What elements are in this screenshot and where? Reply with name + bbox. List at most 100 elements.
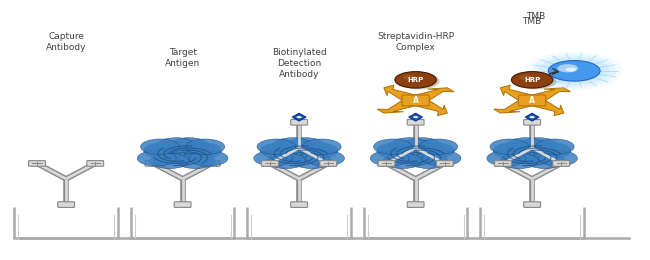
Text: Biotinylated
Detection
Antibody: Biotinylated Detection Antibody <box>272 48 326 79</box>
Circle shape <box>257 139 296 154</box>
Circle shape <box>539 57 610 85</box>
FancyBboxPatch shape <box>378 161 395 166</box>
FancyBboxPatch shape <box>495 161 512 166</box>
FancyBboxPatch shape <box>524 119 541 125</box>
FancyBboxPatch shape <box>320 161 337 166</box>
Circle shape <box>513 148 552 164</box>
Circle shape <box>396 148 435 164</box>
FancyBboxPatch shape <box>378 161 395 166</box>
Circle shape <box>186 139 225 154</box>
Text: TMB: TMB <box>523 17 541 26</box>
Polygon shape <box>408 97 447 116</box>
Text: HRP: HRP <box>408 77 424 83</box>
Circle shape <box>299 143 338 158</box>
FancyBboxPatch shape <box>29 161 46 166</box>
Circle shape <box>286 138 325 153</box>
Circle shape <box>302 139 341 154</box>
Circle shape <box>415 143 454 158</box>
Circle shape <box>526 51 623 90</box>
FancyBboxPatch shape <box>436 161 453 166</box>
FancyBboxPatch shape <box>291 202 307 207</box>
Circle shape <box>390 138 428 153</box>
Circle shape <box>402 138 441 153</box>
FancyBboxPatch shape <box>203 161 220 166</box>
FancyBboxPatch shape <box>402 95 429 106</box>
FancyBboxPatch shape <box>145 161 162 166</box>
Polygon shape <box>494 97 540 113</box>
Circle shape <box>395 72 436 88</box>
Circle shape <box>280 148 318 164</box>
Circle shape <box>370 151 409 166</box>
Polygon shape <box>500 85 540 104</box>
Circle shape <box>409 153 448 168</box>
Circle shape <box>413 116 418 118</box>
Circle shape <box>519 75 532 80</box>
Circle shape <box>532 143 571 158</box>
Circle shape <box>306 151 345 166</box>
Text: A: A <box>529 96 535 105</box>
Polygon shape <box>525 113 539 121</box>
Circle shape <box>384 153 422 168</box>
Polygon shape <box>292 113 306 121</box>
Circle shape <box>266 153 306 168</box>
Polygon shape <box>524 97 564 116</box>
Text: A: A <box>413 96 419 105</box>
Text: HRP: HRP <box>524 77 540 83</box>
Polygon shape <box>409 113 423 121</box>
Text: TMB: TMB <box>526 12 545 21</box>
FancyBboxPatch shape <box>552 161 569 166</box>
Circle shape <box>566 68 576 72</box>
Circle shape <box>549 61 600 81</box>
Polygon shape <box>408 88 454 104</box>
Circle shape <box>170 138 209 153</box>
FancyBboxPatch shape <box>261 161 278 166</box>
Circle shape <box>140 139 179 154</box>
Circle shape <box>557 64 578 72</box>
FancyBboxPatch shape <box>524 202 541 207</box>
FancyBboxPatch shape <box>291 119 307 125</box>
FancyBboxPatch shape <box>495 161 512 166</box>
Text: Streptavidin-HRP
Complex: Streptavidin-HRP Complex <box>377 32 454 52</box>
Circle shape <box>515 73 556 89</box>
Circle shape <box>260 143 299 158</box>
Circle shape <box>398 73 439 89</box>
Circle shape <box>137 151 176 166</box>
Circle shape <box>422 151 461 166</box>
Circle shape <box>506 138 545 153</box>
FancyBboxPatch shape <box>519 95 546 106</box>
FancyBboxPatch shape <box>174 202 191 207</box>
Text: Target
Antigen: Target Antigen <box>165 48 200 68</box>
Circle shape <box>157 138 196 153</box>
Circle shape <box>419 139 458 154</box>
Circle shape <box>374 139 412 154</box>
Circle shape <box>296 116 302 118</box>
FancyBboxPatch shape <box>320 161 337 166</box>
FancyBboxPatch shape <box>552 161 569 166</box>
Polygon shape <box>377 97 424 113</box>
Circle shape <box>487 151 526 166</box>
Circle shape <box>526 153 564 168</box>
Circle shape <box>292 153 332 168</box>
Circle shape <box>519 138 558 153</box>
Polygon shape <box>384 85 424 104</box>
Circle shape <box>150 153 189 168</box>
FancyBboxPatch shape <box>261 161 278 166</box>
Circle shape <box>183 143 222 158</box>
Circle shape <box>493 143 532 158</box>
Circle shape <box>490 139 529 154</box>
Circle shape <box>144 143 183 158</box>
Text: Capture
Antibody: Capture Antibody <box>46 32 86 52</box>
FancyBboxPatch shape <box>407 202 424 207</box>
FancyBboxPatch shape <box>87 161 103 166</box>
Polygon shape <box>524 88 571 104</box>
Circle shape <box>532 54 616 88</box>
FancyBboxPatch shape <box>436 161 453 166</box>
Circle shape <box>176 153 215 168</box>
Circle shape <box>402 75 415 80</box>
Circle shape <box>254 151 292 166</box>
FancyBboxPatch shape <box>407 119 424 125</box>
Circle shape <box>377 143 415 158</box>
Circle shape <box>273 138 312 153</box>
Circle shape <box>512 72 552 88</box>
Circle shape <box>163 148 202 164</box>
